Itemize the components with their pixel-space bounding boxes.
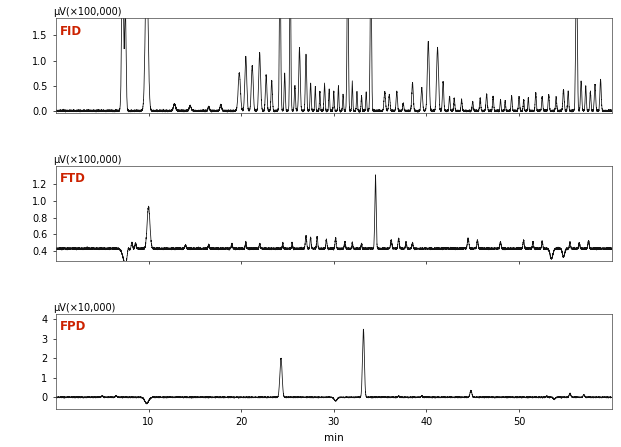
X-axis label: min: min — [324, 433, 343, 443]
Text: μV(×10,000): μV(×10,000) — [53, 303, 116, 312]
Text: μV(×100,000): μV(×100,000) — [53, 7, 122, 17]
Text: FID: FID — [60, 25, 83, 38]
Text: FTD: FTD — [60, 173, 86, 186]
Text: FPD: FPD — [60, 320, 87, 333]
Text: μV(×100,000): μV(×100,000) — [53, 155, 122, 165]
